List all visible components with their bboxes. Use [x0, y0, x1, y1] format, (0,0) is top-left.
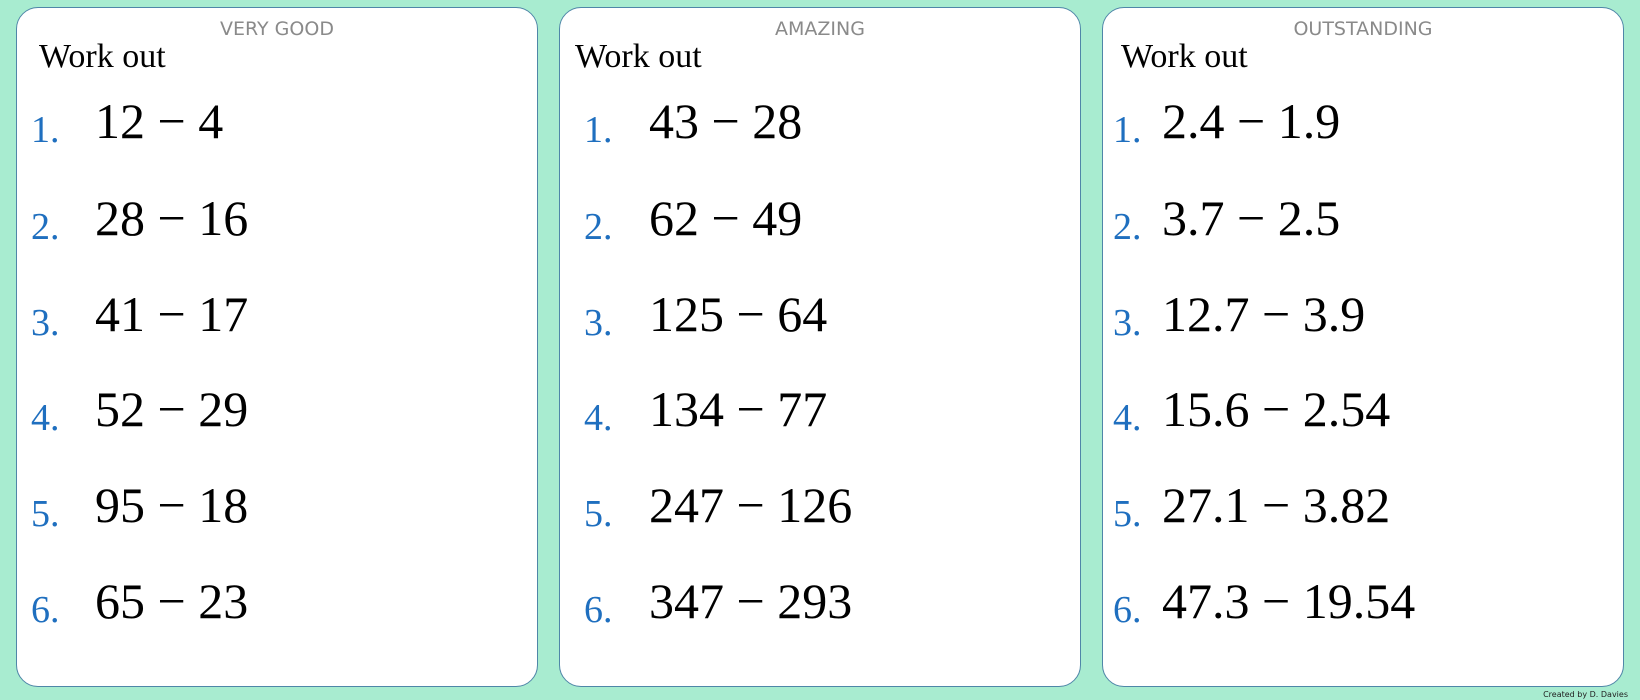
question-expression: 125 − 64: [649, 286, 828, 342]
question-expression: 27.1 − 3.82: [1162, 477, 1391, 533]
question-expression: 347 − 293: [649, 573, 853, 629]
question-number: 1.: [31, 109, 60, 151]
question-expression: 134 − 77: [649, 381, 828, 437]
question-number: 2.: [31, 206, 60, 248]
question-number: 6.: [584, 589, 613, 631]
question-expression: 52 − 29: [95, 381, 249, 437]
question-expression: 95 − 18: [95, 477, 249, 533]
question-number: 2.: [584, 206, 613, 248]
question-expression: 28 − 16: [95, 190, 249, 246]
question-number: 6.: [1113, 589, 1142, 631]
question-expression: 47.3 − 19.54: [1162, 573, 1416, 629]
question-expression: 65 − 23: [95, 573, 249, 629]
card: OUTSTANDING Work out 1. 2.4 − 1.9 2. 3.7 − 2.…: [1102, 7, 1624, 687]
question-expression: 62 − 49: [649, 190, 803, 246]
question-expression: 2.4 − 1.9: [1162, 93, 1341, 149]
question-expression: 15.6 − 2.54: [1162, 381, 1391, 437]
card: VERY GOOD Work out 1. 12 − 4 2. 28 − 16 3. 41 −…: [16, 7, 538, 687]
heading: Work out: [575, 38, 702, 75]
level-title: VERY GOOD: [220, 18, 334, 40]
heading: Work out: [39, 38, 166, 75]
question-number: 5.: [31, 493, 60, 535]
level-title: OUTSTANDING: [1293, 18, 1433, 40]
heading: Work out: [1121, 38, 1248, 75]
question-number: 4.: [1113, 397, 1142, 439]
question-expression: 247 − 126: [649, 477, 853, 533]
question-number: 5.: [584, 493, 613, 535]
footer: Created by D. Davies: [1543, 690, 1628, 699]
question-number: 4.: [31, 397, 60, 439]
question-expression: 43 − 28: [649, 93, 803, 149]
question-number: 1.: [584, 109, 613, 151]
question-number: 4.: [584, 397, 613, 439]
question-number: 3.: [31, 302, 60, 344]
question-number: 3.: [1113, 302, 1142, 344]
question-number: 6.: [31, 589, 60, 631]
question-expression: 12 − 4: [95, 93, 224, 149]
question-expression: 41 − 17: [95, 286, 249, 342]
question-expression: 12.7 − 3.9: [1162, 286, 1366, 342]
question-number: 2.: [1113, 206, 1142, 248]
question-expression: 3.7 − 2.5: [1162, 190, 1341, 246]
level-title: AMAZING: [775, 18, 865, 40]
question-number: 3.: [584, 302, 613, 344]
card: AMAZING Work out 1. 43 − 28 2. 62 − 49 3. 125 −…: [559, 7, 1081, 687]
question-number: 5.: [1113, 493, 1142, 535]
question-number: 1.: [1113, 109, 1142, 151]
